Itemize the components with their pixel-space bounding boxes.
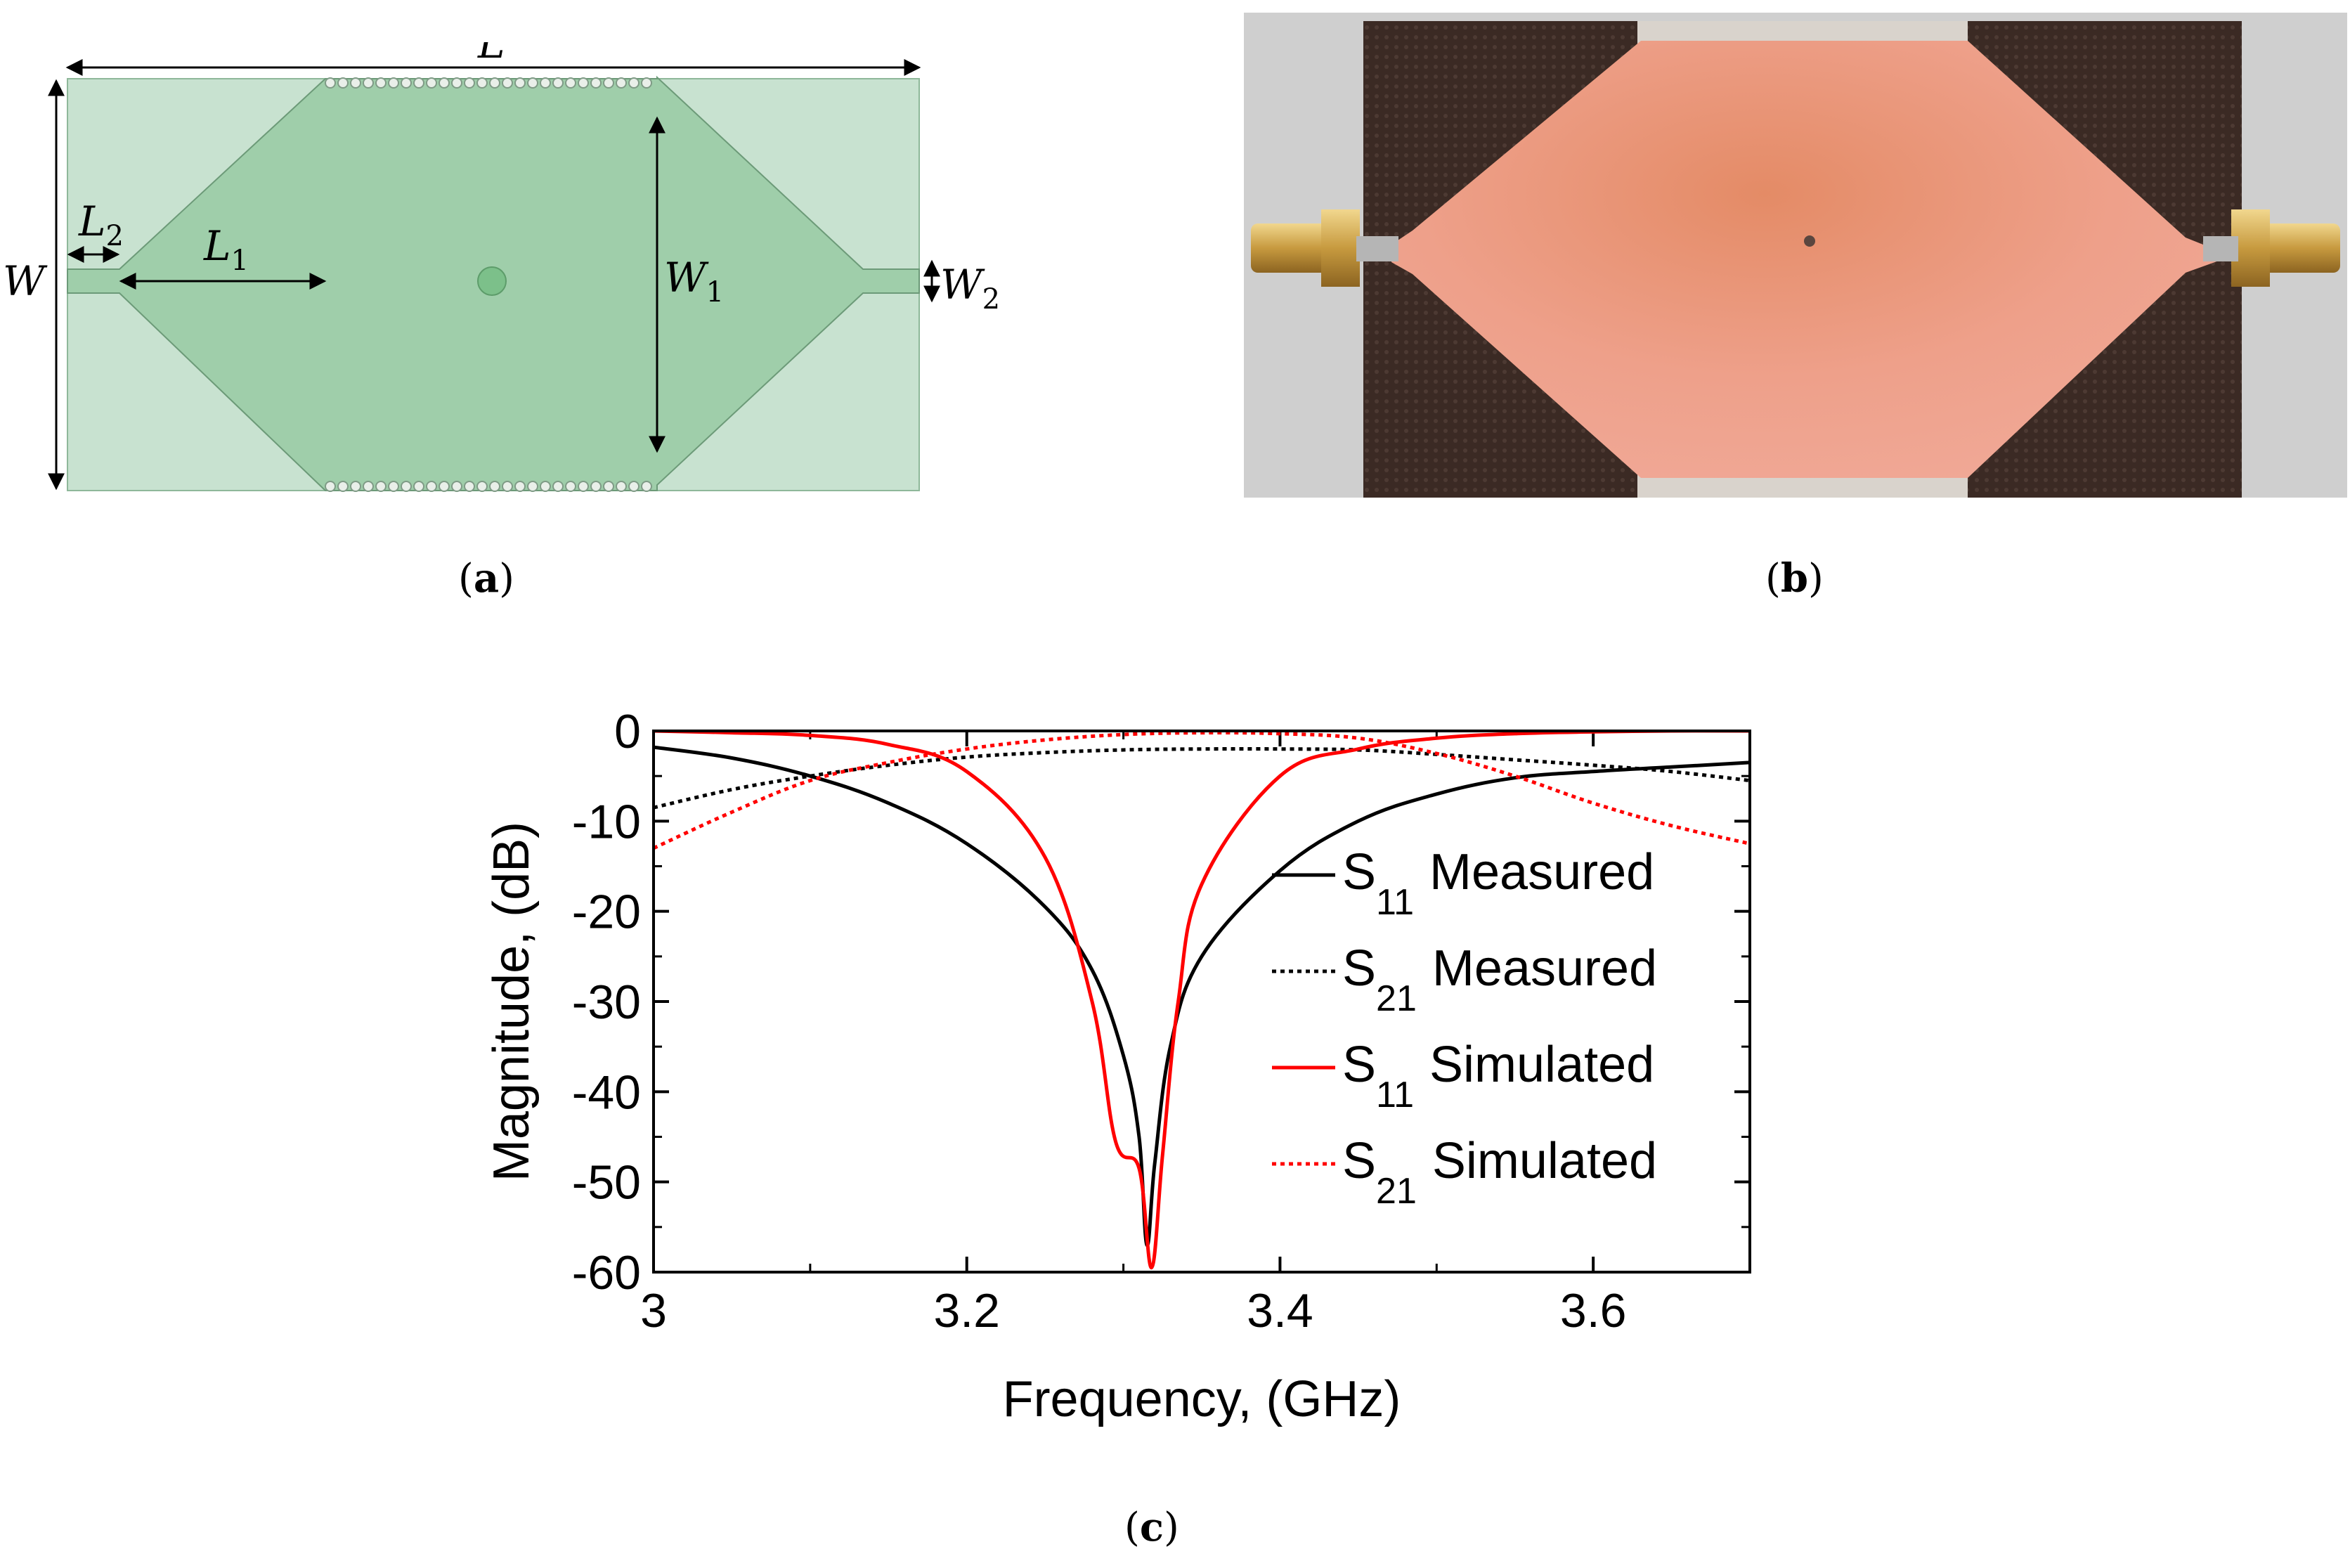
dim-W-label: W	[3, 257, 48, 305]
legend-entry: S11Simulated	[1342, 1037, 1654, 1115]
via	[527, 481, 538, 492]
via	[464, 77, 475, 89]
via	[375, 77, 387, 89]
legend: S11Measured S21Measured S11Simulated S21Sim…	[1272, 844, 1657, 1212]
via	[476, 77, 488, 89]
via	[451, 481, 462, 492]
via	[439, 77, 450, 89]
via	[363, 481, 374, 492]
via	[401, 481, 412, 492]
via	[590, 77, 602, 89]
caption-a: (a)	[458, 555, 515, 602]
dim-L-label: L	[477, 42, 505, 67]
via	[603, 77, 614, 89]
y-tick-label: 0	[614, 705, 641, 758]
y-tick-label: -50	[572, 1156, 641, 1210]
center-via	[477, 266, 507, 296]
series-line-s11-measured	[654, 745, 1750, 1248]
via	[616, 481, 627, 492]
copper-hexagon	[1391, 41, 2221, 478]
caption-c: (c)	[1124, 1504, 1179, 1550]
via	[350, 77, 361, 89]
y-tick-label: -10	[572, 795, 641, 848]
series-line-s21-measured	[654, 746, 1750, 810]
via	[337, 481, 349, 492]
via	[426, 481, 437, 492]
dim-L2-label: L2	[78, 197, 124, 252]
sma-connector-right	[2203, 209, 2340, 287]
via	[578, 77, 589, 89]
center-via-hole	[1804, 235, 1815, 247]
via	[325, 481, 336, 492]
via	[413, 77, 424, 89]
via	[641, 481, 652, 492]
sma-connector-left	[1251, 209, 1398, 287]
y-axis-title: Magnitude, (dB)	[483, 822, 540, 1181]
via	[565, 481, 576, 492]
via	[325, 77, 336, 89]
x-axis-title: Frequency, (GHz)	[1003, 1371, 1401, 1427]
y-tick-label: -60	[572, 1246, 641, 1300]
x-tick-label: 3.4	[1247, 1284, 1313, 1337]
via	[476, 481, 488, 492]
dim-W1-label: W1	[664, 254, 724, 309]
s-parameter-chart: 3 3.2 3.4 3.6 0 -10 -20 -30 -40 -50 -60 Magnitude,…	[483, 705, 1751, 1427]
via	[489, 77, 500, 89]
via	[578, 481, 589, 492]
series-line-s21-simulated	[654, 731, 1750, 850]
legend-entry: S21Measured	[1342, 940, 1657, 1019]
y-tick-label: -40	[572, 1065, 641, 1119]
plot-frame	[652, 730, 1751, 1274]
via	[375, 481, 387, 492]
via	[514, 77, 526, 89]
via	[388, 481, 399, 492]
via-row-bottom	[325, 481, 652, 492]
via	[464, 481, 475, 492]
via	[451, 77, 462, 89]
via	[489, 481, 500, 492]
via	[439, 481, 450, 492]
via	[363, 77, 374, 89]
via	[540, 77, 551, 89]
via	[337, 77, 349, 89]
via	[502, 77, 513, 89]
x-tick-label: 3.2	[933, 1284, 1000, 1337]
via	[590, 481, 602, 492]
via	[603, 481, 614, 492]
y-tick-label: -30	[572, 976, 641, 1029]
y-tick-label: -20	[572, 886, 641, 939]
via	[641, 77, 652, 89]
via	[552, 77, 564, 89]
caption-b: (b)	[1765, 555, 1824, 602]
dim-L1-label: L1	[203, 222, 249, 277]
dim-W2-label: W2	[940, 261, 1000, 316]
via	[628, 481, 640, 492]
via-row-top	[325, 77, 652, 89]
panel-b-photo	[1244, 13, 2347, 498]
via	[565, 77, 576, 89]
via	[540, 481, 551, 492]
legend-entry: S21Simulated	[1342, 1133, 1657, 1212]
x-tick-label: 3	[640, 1284, 667, 1337]
via	[527, 77, 538, 89]
via	[514, 481, 526, 492]
via	[502, 481, 513, 492]
via	[388, 77, 399, 89]
via	[401, 77, 412, 89]
via	[350, 481, 361, 492]
x-tick-label: 3.6	[1560, 1284, 1627, 1337]
via	[628, 77, 640, 89]
series-line-s11-simulated	[654, 731, 1750, 1270]
via	[616, 77, 627, 89]
legend-entry: S11Measured	[1342, 844, 1654, 923]
panel-a-layout: L W L2 L1 W1 W2	[3, 42, 1000, 492]
via	[413, 481, 424, 492]
via	[552, 481, 564, 492]
via	[426, 77, 437, 89]
